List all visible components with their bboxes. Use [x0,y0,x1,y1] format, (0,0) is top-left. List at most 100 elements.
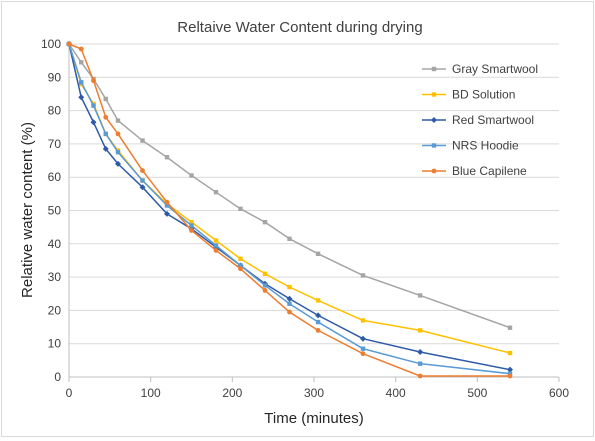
x-tick-labels: 0 100 200 300 400 500 600 [66,386,570,400]
legend-item: Red Smartwool [422,113,534,127]
data-point [507,373,513,379]
data-point [164,203,170,208]
x-tick-label: 300 [304,386,324,400]
axes [68,44,560,382]
legend-label: NRS Hoodie [452,139,519,153]
data-point [287,284,292,290]
data-point [102,145,109,152]
data-point [79,60,84,65]
y-axis-title: Relative water content (%) [19,122,36,298]
data-point [164,199,170,205]
data-point [164,210,170,217]
legend-item: NRS Hoodie [422,139,519,153]
data-point [213,238,219,243]
data-point [91,78,96,84]
y-tick-label: 40 [48,237,62,251]
legend-label: BD Solution [452,88,515,102]
y-tick-labels: 0 10 20 30 40 50 60 70 80 90 100 [41,37,61,384]
data-point [315,298,321,303]
data-point [262,219,268,225]
y-tick-label: 90 [48,70,62,84]
data-point [360,318,366,323]
legend-marker [431,66,437,72]
data-point [360,346,366,351]
data-point [140,138,145,143]
legend-item: Gray Smartwool [422,62,538,76]
data-point [213,243,219,248]
legend-marker [431,92,437,97]
x-axis-title: Time (minutes) [264,410,363,427]
legend-item: Blue Capilene [422,164,527,178]
gridlines [69,43,559,345]
legend-item: BD Solution [422,88,515,102]
legend-label: Blue Capilene [452,164,527,178]
y-tick-label: 20 [48,303,62,317]
data-point [213,189,219,195]
data-point [262,271,268,276]
data-point [115,150,121,155]
y-tick-label: 10 [48,337,62,351]
data-point [238,206,243,212]
data-point [140,178,145,183]
data-point [417,293,423,298]
data-point [315,327,321,333]
series-2 [66,41,513,373]
data-point [115,131,121,137]
data-point [189,228,194,233]
legend-label: Gray Smartwool [452,62,538,76]
y-tick-label: 100 [41,37,61,51]
series-line [68,43,511,375]
series-line [68,43,511,354]
data-point [262,283,268,288]
series-group [66,41,513,379]
series-4 [66,41,513,379]
series-3 [66,41,513,376]
y-tick-label: 70 [48,137,62,151]
data-point [417,361,423,366]
data-point [417,328,423,333]
data-point [287,309,292,315]
data-point [115,118,121,123]
chart-title: Reltaive Water Content during drying [177,19,422,36]
data-point [287,236,292,242]
x-tick-label: 600 [549,386,569,400]
data-point [91,103,96,108]
data-point [238,256,243,261]
series-1 [66,41,513,356]
series-line [68,43,511,371]
legend-marker [431,143,437,148]
data-point [139,184,146,191]
data-point [315,319,321,325]
line-chart: Reltaive Water Content during drying 0 10… [19,19,570,427]
legend-marker [431,117,437,123]
data-point [189,219,194,225]
data-point [360,351,366,357]
data-point [238,263,243,268]
data-point [287,301,292,306]
series-line [68,43,510,377]
legend: Gray Smartwool BD Solution Red Smartwool NR… [422,62,538,178]
data-point [164,155,170,160]
y-tick-label: 50 [48,204,62,218]
data-point [66,41,72,47]
x-tick-label: 500 [467,386,487,400]
x-tick-label: 200 [222,386,242,400]
data-point [262,288,268,293]
data-point [286,295,293,302]
data-point [315,251,321,256]
data-point [189,223,194,228]
data-point [417,373,423,379]
x-tick-label: 100 [141,386,161,400]
data-point [79,80,84,85]
data-point [90,119,97,126]
legend-marker [431,168,437,174]
data-point [507,350,513,356]
y-tick-label: 60 [48,170,62,184]
data-point [78,94,85,101]
x-tick-label: 400 [386,386,406,400]
data-point [103,131,108,137]
x-tick-label: 0 [66,386,73,400]
data-point [507,325,513,330]
data-point [213,248,219,253]
